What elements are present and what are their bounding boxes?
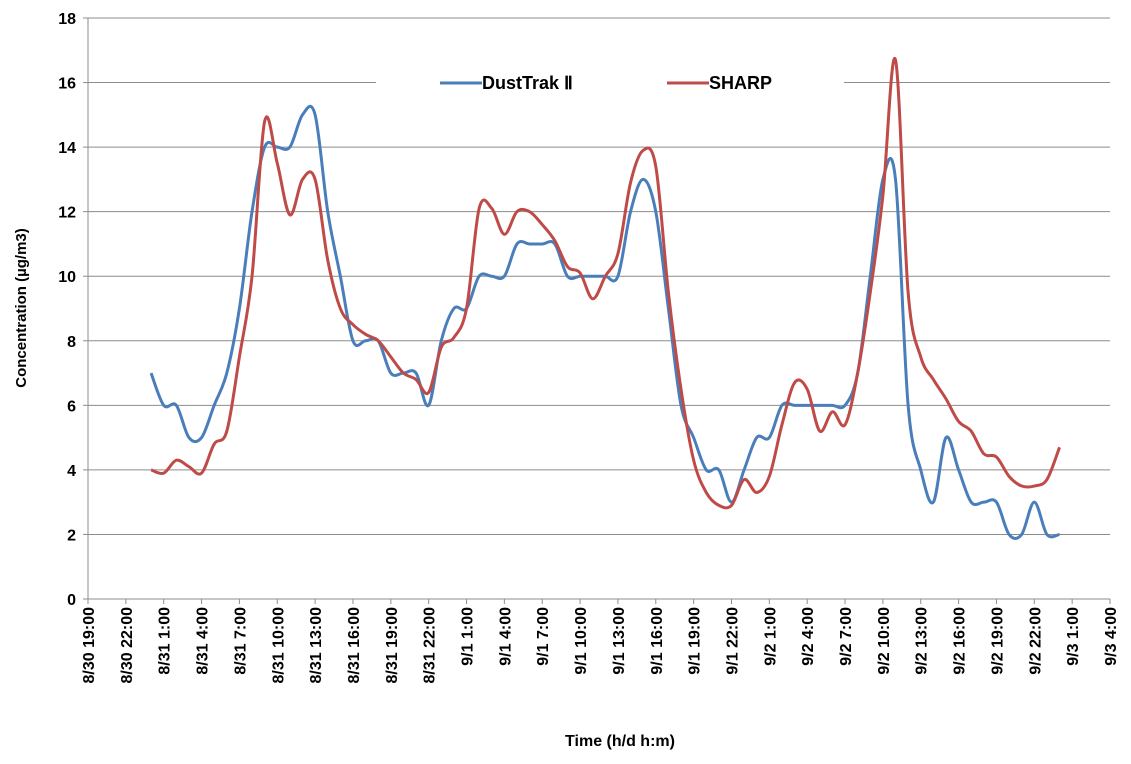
x-tick-label: 9/1 19:00 [687,607,704,675]
y-tick-label: 10 [58,269,76,286]
x-tick-label: 9/2 4:00 [800,607,817,666]
x-tick-label: 9/3 1:00 [1065,607,1082,666]
y-tick-label: 8 [67,334,76,351]
x-tick-label: 8/31 7:00 [232,607,249,675]
x-tick-label: 9/1 16:00 [649,607,666,675]
y-axis-title: Concentration (µg/m3) [13,228,30,387]
x-axis-title: Time (h/d h:m) [565,733,675,750]
y-tick-label: 16 [58,76,76,93]
x-tick-label: 9/2 1:00 [762,607,779,666]
x-tick-label: 8/31 13:00 [308,607,325,684]
plot-area [149,56,1061,540]
x-tick-label: 9/2 7:00 [838,607,855,666]
x-tick-label: 8/30 22:00 [119,607,136,684]
y-tick-label: 14 [58,140,76,157]
x-tick-label: 9/1 13:00 [611,607,628,675]
x-tick-label: 8/30 19:00 [81,607,98,684]
x-tick-label: 8/31 4:00 [195,607,212,675]
x-tick-label: 9/1 4:00 [497,607,514,666]
x-tick-label: 9/2 19:00 [989,607,1006,675]
legend-label: SHARP [709,73,772,93]
x-tick-label: 9/2 16:00 [952,607,969,675]
x-tick-label: 8/31 22:00 [422,607,439,684]
y-tick-label: 2 [67,527,76,544]
y-tick-label: 18 [58,11,76,28]
y-tick-label: 0 [67,592,76,609]
x-tick-label: 9/1 7:00 [535,607,552,666]
x-tick-label: 9/1 1:00 [460,607,477,666]
x-tick-label: 9/1 10:00 [573,607,590,675]
y-tick-label: 12 [58,205,76,222]
x-tick-label: 9/2 22:00 [1027,607,1044,675]
x-tick-label: 9/2 13:00 [914,607,931,675]
y-tick-label: 6 [67,398,76,415]
x-tick-label: 8/31 1:00 [157,607,174,675]
data-line [150,56,1061,510]
legend-label: DustTrak Ⅱ [482,73,573,93]
x-tick-label: 9/3 4:00 [1103,607,1120,666]
x-tick-label: 8/31 10:00 [270,607,287,684]
x-tick-label: 8/31 19:00 [384,607,401,684]
x-tick-label: 8/31 16:00 [346,607,363,684]
x-tick-label: 9/2 10:00 [876,607,893,675]
data-line [149,104,1060,540]
x-tick-label: 9/1 22:00 [724,607,741,675]
y-tick-label: 4 [67,463,76,480]
